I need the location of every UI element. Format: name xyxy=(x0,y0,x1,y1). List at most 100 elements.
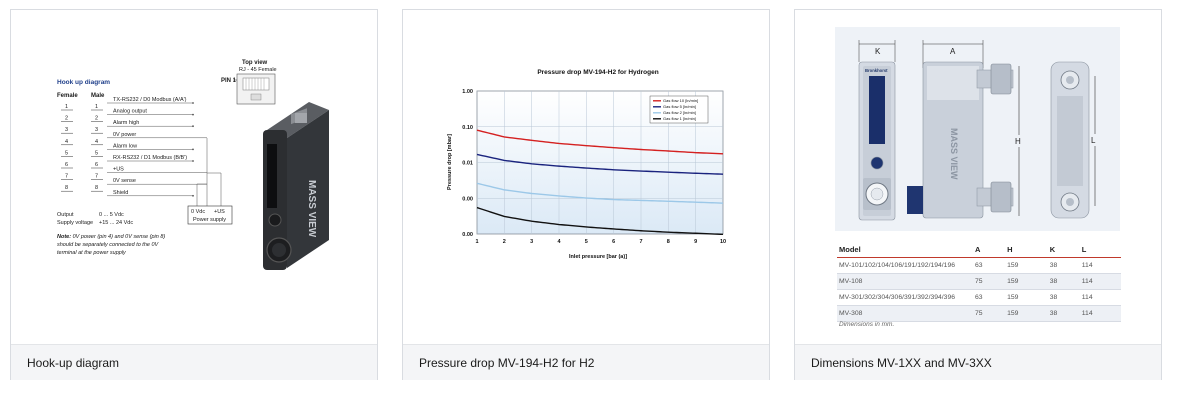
dimensions-caption[interactable]: Dimensions MV-1XX and MV-3XX xyxy=(795,344,1161,380)
x-tick-label: 6 xyxy=(612,239,615,245)
side-view-device: MASS VIEW xyxy=(907,61,1014,219)
cell-model: MV-101/102/104/106/191/192/194/196 xyxy=(837,257,973,274)
female-pin-number: 3 xyxy=(65,127,68,133)
output-value: 0 ... 5 Vdc xyxy=(99,212,124,218)
dimensions-card[interactable]: K A Bronkhorst xyxy=(794,9,1162,380)
dim-h-label: H xyxy=(1015,137,1021,146)
female-pin-number: 5 xyxy=(65,150,68,156)
hookup-diagram: Hook up diagram Female Male 1 1 2 2 3 3 4 4 5 5 6 6… xyxy=(57,60,329,270)
cell-l: 114 xyxy=(1079,273,1121,290)
female-label: Female xyxy=(57,93,78,99)
power-supply-label: Power supply xyxy=(193,217,226,223)
chart-title: Pressure drop MV-194-H2 for Hydrogen xyxy=(537,69,658,76)
y-axis-label: Pressure drop [mbar] xyxy=(447,134,453,190)
y-tick-label: 0.00 xyxy=(462,232,473,238)
x-tick-label: 10 xyxy=(720,239,726,245)
y-tick-label: 0.10 xyxy=(462,125,473,131)
dimensions-image[interactable]: K A Bronkhorst xyxy=(795,10,1161,344)
x-tick-label: 4 xyxy=(557,239,561,245)
cell-k: 38 xyxy=(1047,257,1080,274)
cell-a: 63 xyxy=(973,289,1006,306)
device-brand-text: MASS VIEW xyxy=(306,180,317,238)
pressure-drop-caption-text: Pressure drop MV-194-H2 for H2 xyxy=(419,356,595,370)
signal-label: +US xyxy=(113,167,124,173)
legend-entry: Gas flow 1 [ln/min] xyxy=(663,116,696,121)
cell-model: MV-308 xyxy=(837,305,973,322)
supply-voltage-value: +15 ... 24 Vdc xyxy=(99,220,133,226)
male-pin-number: 7 xyxy=(95,174,98,180)
supply-0v-label: 0 Vdc xyxy=(191,209,205,215)
rj45-label: RJ - 45 Female xyxy=(239,67,277,73)
table-header-row: Model A H K L xyxy=(837,243,1121,258)
hookup-card[interactable]: Hook up diagram Female Male 1 1 2 2 3 3 4 4 5 5 6 6… xyxy=(10,9,378,380)
cell-h: 159 xyxy=(1005,289,1048,306)
wire-0v-sense xyxy=(196,183,207,206)
pressure-drop-image[interactable]: Pressure drop MV-194-H2 for Hydrogen 1.0… xyxy=(403,10,769,344)
front-view-device: Bronkhorst xyxy=(858,61,896,221)
pin-rows: 1 1 2 2 3 3 4 4 5 5 6 6 7 7 8 8 TX-RS232 / D0 Modbus (A/… xyxy=(61,97,222,206)
signal-terminal xyxy=(192,160,194,162)
female-pin-number: 2 xyxy=(65,116,68,122)
pressure-drop-caption[interactable]: Pressure drop MV-194-H2 for H2 xyxy=(403,344,769,380)
cell-k: 38 xyxy=(1047,273,1080,290)
x-tick-labels: 1 2 3 4 5 6 7 8 9 10 xyxy=(475,239,726,245)
cell-a: 75 xyxy=(973,305,1006,322)
dimensions-caption-text: Dimensions MV-1XX and MV-3XX xyxy=(811,356,992,370)
cell-a: 63 xyxy=(973,257,1006,274)
y-tick-labels: 1.00 0.10 0.01 0.00 0.00 xyxy=(462,89,473,238)
y-tick-label: 1.00 xyxy=(462,89,473,95)
signal-terminal xyxy=(192,113,194,116)
signal-label: 0V sense xyxy=(113,178,136,184)
signal-label: Alarm high xyxy=(113,120,139,126)
pin1-label: PIN 1 xyxy=(221,78,237,84)
back-view-device xyxy=(1050,61,1090,219)
cell-h: 159 xyxy=(1005,305,1048,322)
pressure-drop-chart: Pressure drop MV-194-H2 for Hydrogen 1.0… xyxy=(447,69,726,260)
hookup-caption[interactable]: Hook-up diagram xyxy=(11,344,377,380)
col-k: K xyxy=(1047,243,1080,258)
dimensions-drawing: K A Bronkhorst xyxy=(835,27,1120,231)
table-row: MV-108 75 159 38 114 xyxy=(837,273,1121,290)
legend-entry: Gas flow 5 [ln/min] xyxy=(663,104,696,109)
cell-l: 114 xyxy=(1079,257,1121,274)
x-tick-label: 2 xyxy=(503,239,506,245)
cell-model: MV-301/302/304/306/391/392/394/396 xyxy=(837,289,973,306)
dimensions-note: Dimensions in mm. xyxy=(839,321,895,328)
male-pin-number: 8 xyxy=(95,185,98,191)
chart-legend: Gas flow 10 [ln/min]Gas flow 5 [ln/min]G… xyxy=(649,95,709,124)
signal-terminal xyxy=(192,148,194,151)
note-line-2: should be separately connected to the 0V xyxy=(57,242,160,248)
male-pin-number: 2 xyxy=(95,116,98,122)
table-row: MV-301/302/304/306/391/392/394/396 63 15… xyxy=(837,289,1121,306)
hookup-image[interactable]: Hook up diagram Female Male 1 1 2 2 3 3 4 4 5 5 6 6… xyxy=(11,10,377,344)
col-l: L xyxy=(1079,243,1121,258)
female-pin-number: 4 xyxy=(65,139,68,145)
x-tick-label: 1 xyxy=(475,239,478,245)
x-tick-label: 8 xyxy=(667,239,670,245)
signal-terminal xyxy=(192,194,194,197)
cell-k: 38 xyxy=(1047,305,1080,322)
supply-voltage-label: Supply voltage xyxy=(57,220,93,226)
legend-entry: Gas flow 2 [ln/min] xyxy=(663,110,696,115)
dimensions-table: Model A H K L MV-101/102/104/106/191/192… xyxy=(837,243,1121,322)
female-pin-number: 8 xyxy=(65,185,68,191)
female-pin-number: 6 xyxy=(65,162,68,168)
cell-model: MV-108 xyxy=(837,273,973,290)
male-label: Male xyxy=(91,93,105,99)
table-row: MV-308 75 159 38 114 xyxy=(837,305,1121,322)
cell-k: 38 xyxy=(1047,289,1080,306)
male-pin-number: 5 xyxy=(95,150,98,156)
pressure-drop-card[interactable]: Pressure drop MV-194-H2 for Hydrogen 1.0… xyxy=(402,9,770,380)
rj45-connector-icon xyxy=(233,73,276,105)
series-line-3 xyxy=(476,182,724,204)
dim-a-label: A xyxy=(950,47,956,56)
signal-terminal xyxy=(192,125,194,128)
signal-label: Alarm low xyxy=(113,143,137,149)
legend-entry: Gas flow 10 [ln/min] xyxy=(663,98,698,103)
x-axis-label: Inlet pressure [bar (a)] xyxy=(569,254,627,260)
cell-h: 159 xyxy=(1005,257,1048,274)
x-tick-label: 5 xyxy=(585,239,588,245)
signal-label: TX-RS232 / D0 Modbus (A/A') xyxy=(113,97,187,103)
front-brand-text: Bronkhorst xyxy=(865,68,888,73)
female-pin-number: 1 xyxy=(65,104,68,110)
